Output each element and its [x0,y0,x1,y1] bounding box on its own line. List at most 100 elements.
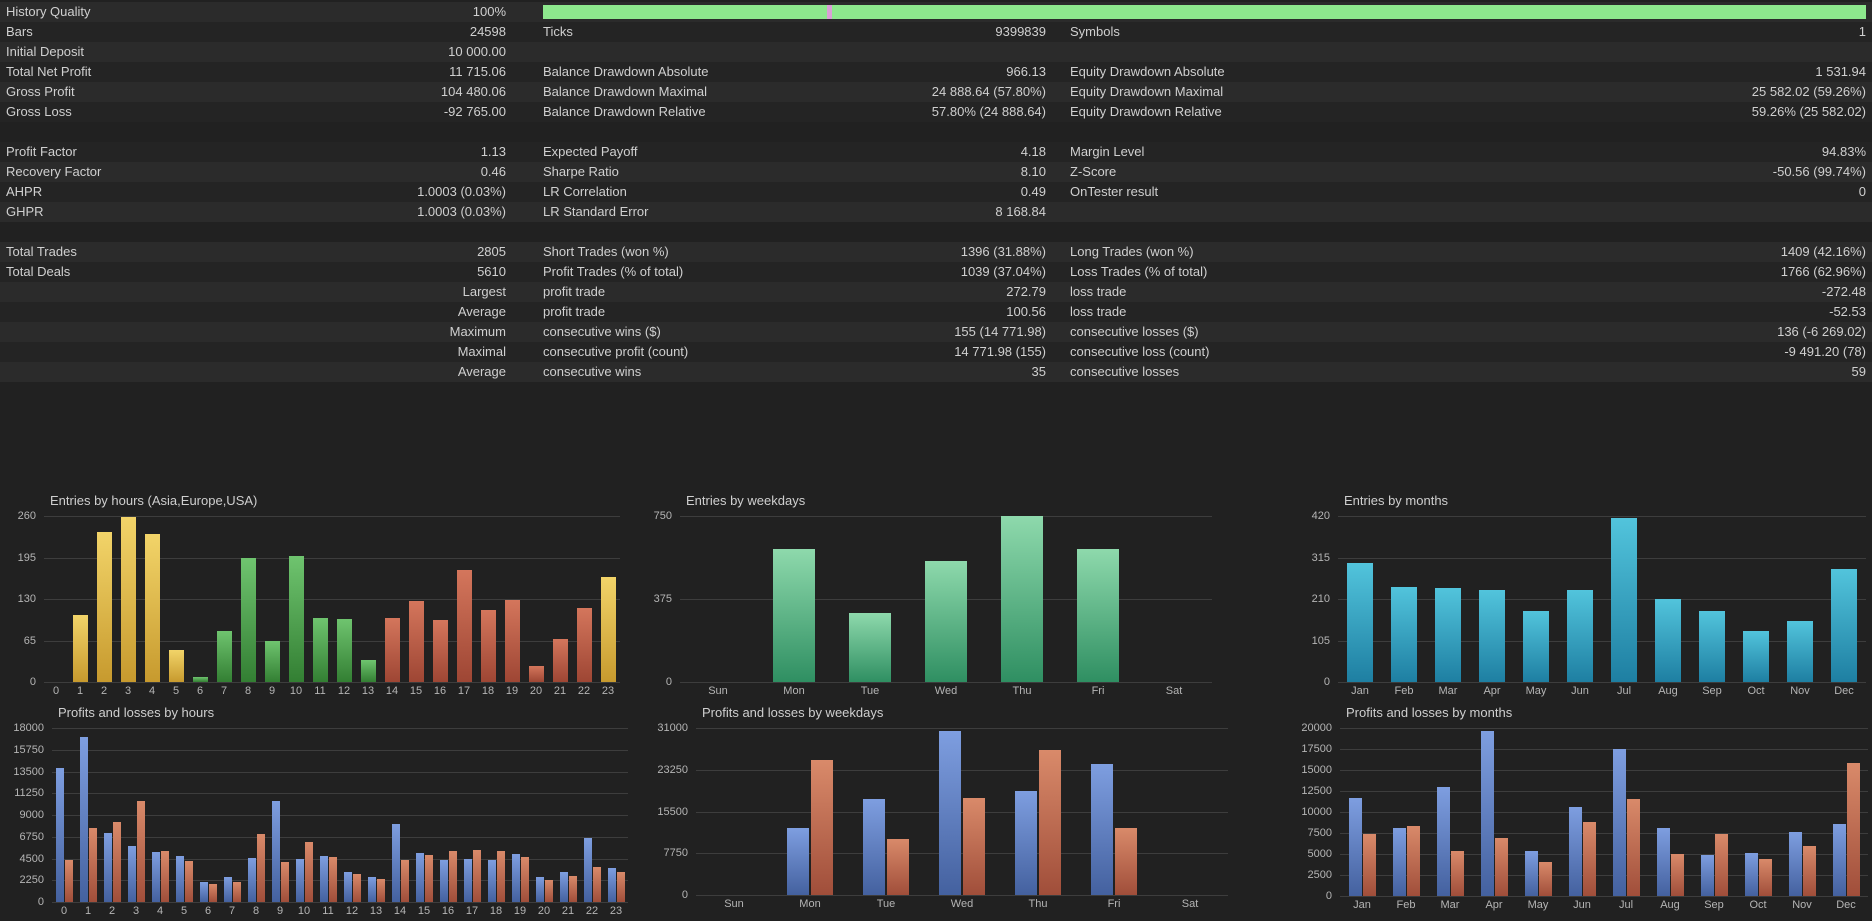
gridline [696,811,1228,813]
bar-profit [1348,797,1362,896]
bar-month [1787,620,1813,682]
y-axis-tick: 2500 [1307,869,1332,881]
x-axis-label: 22 [577,685,591,697]
bar-month [1347,563,1373,682]
y-axis-tick: 7750 [663,847,688,860]
x-axis-label: 23 [601,685,615,697]
stat-label: Total Trades [6,244,77,259]
bar-europe [264,640,280,682]
bar-profit [1480,730,1494,896]
bar-loss [376,878,385,902]
chart-title: Profits and losses by hours [58,705,215,720]
x-axis-label: 1 [84,905,92,917]
x-axis-label: 22 [585,905,599,917]
chart-title: Entries by months [1344,493,1449,508]
gridline [1340,833,1868,834]
bar-loss [256,834,265,902]
stat-value: Largest [462,284,506,299]
y-axis-tick: 17500 [1301,743,1332,755]
table-row: Gross Profit 104 480.06 Balance Drawdown M… [0,82,1872,102]
bar-loss [232,881,241,902]
stat-value: 24 888.64 (57.80%) [931,84,1046,99]
bar-loss [1494,838,1508,896]
y-axis-tick: 10000 [1301,806,1332,818]
bar-loss [1846,763,1860,896]
stat-label: profit trade [543,284,606,299]
stat-value: -9 491.20 (78) [1784,344,1866,359]
bar-loss [520,856,529,902]
bar-month [1523,610,1549,682]
bar-loss [304,842,313,902]
x-axis-label: 5 [180,905,188,917]
bar-profit [223,876,232,902]
bar-europe [192,676,208,682]
y-axis-tick: 15500 [657,805,688,818]
bar-weekday [773,549,815,682]
stat-label: Equity Drawdown Absolute [1070,64,1225,79]
gridline [52,728,628,729]
chart-entries-by-months: Entries by months 0 105 210 315 420 Jan Feb Mar… [1290,490,1872,701]
gridline [680,682,1212,683]
bar-month [1611,517,1637,682]
bar-profit [607,868,616,902]
bar-profit [343,872,352,902]
y-axis-tick: 0 [1323,676,1330,688]
x-axis-label: 18 [481,685,495,697]
stat-label: AHPR [6,184,43,199]
bar-loss [136,801,145,902]
x-axis-label: Sun [724,898,744,910]
bar-usa [528,666,544,682]
gridline [696,769,1228,771]
y-axis-tick: 6750 [19,830,44,843]
x-axis-label: Mon [783,685,805,697]
bar-asia [72,614,88,682]
bar-loss [1406,826,1420,896]
bar-loss [1582,822,1596,896]
bar-profit [271,801,280,902]
gridline [52,902,628,903]
x-axis-label: 19 [513,905,527,917]
bar-profit [787,828,809,895]
gridline [1338,599,1866,600]
gridline [44,682,620,683]
table-row-blank [0,122,1872,142]
bar-weekday [1001,516,1043,682]
stat-label: Bars [6,24,33,39]
x-axis-label: 17 [457,685,471,697]
gridline [52,793,628,795]
bar-profit [1436,786,1450,896]
stat-value: 1.0003 (0.03%) [417,184,506,199]
x-axis-label: 19 [505,685,519,697]
bar-usa [456,570,472,682]
stat-label: consecutive losses [1070,364,1180,379]
bar-loss [811,759,833,895]
x-axis-label: Sat [1165,685,1183,697]
stat-value: 1 531.94 [1815,64,1866,79]
stat-value: -50.56 (99.74%) [1772,164,1866,179]
x-axis-label: Sep [1704,899,1724,911]
x-axis-label: Wed [934,685,958,697]
bar-loss [887,838,909,895]
y-axis-tick: 9000 [19,809,44,821]
gridline [1338,516,1866,517]
chart-title: Profits and losses by weekdays [702,705,884,720]
chart-title: Entries by weekdays [686,493,806,508]
stat-value: 8.10 [1020,164,1046,179]
bar-usa [480,609,496,682]
x-axis-label: Dec [1836,899,1856,911]
x-axis-label: Wed [950,898,974,910]
x-axis-label: Apr [1483,685,1501,697]
gridline [1338,557,1866,559]
bar-loss [1670,854,1684,896]
chart-plot-entries-by-weekdays: 0 375 750 Sun Mon Tue Wed Thu Fri Sat [640,510,1290,701]
y-axis-tick: 12500 [1301,785,1332,797]
chart-profits-losses-by-months: Profits and losses by months 0 2500 5000 75… [1290,702,1872,921]
bar-loss [88,827,97,902]
table-row: Average consecutive wins 35 consecutive los… [0,362,1872,382]
plot-area: 0 375 750 [654,510,1212,688]
stat-label: Equity Drawdown Relative [1070,104,1222,119]
bar-profit [79,736,88,902]
stat-value: 272.79 [1006,284,1046,299]
y-axis-tick: 0 [665,676,672,688]
gridline [1340,854,1868,855]
